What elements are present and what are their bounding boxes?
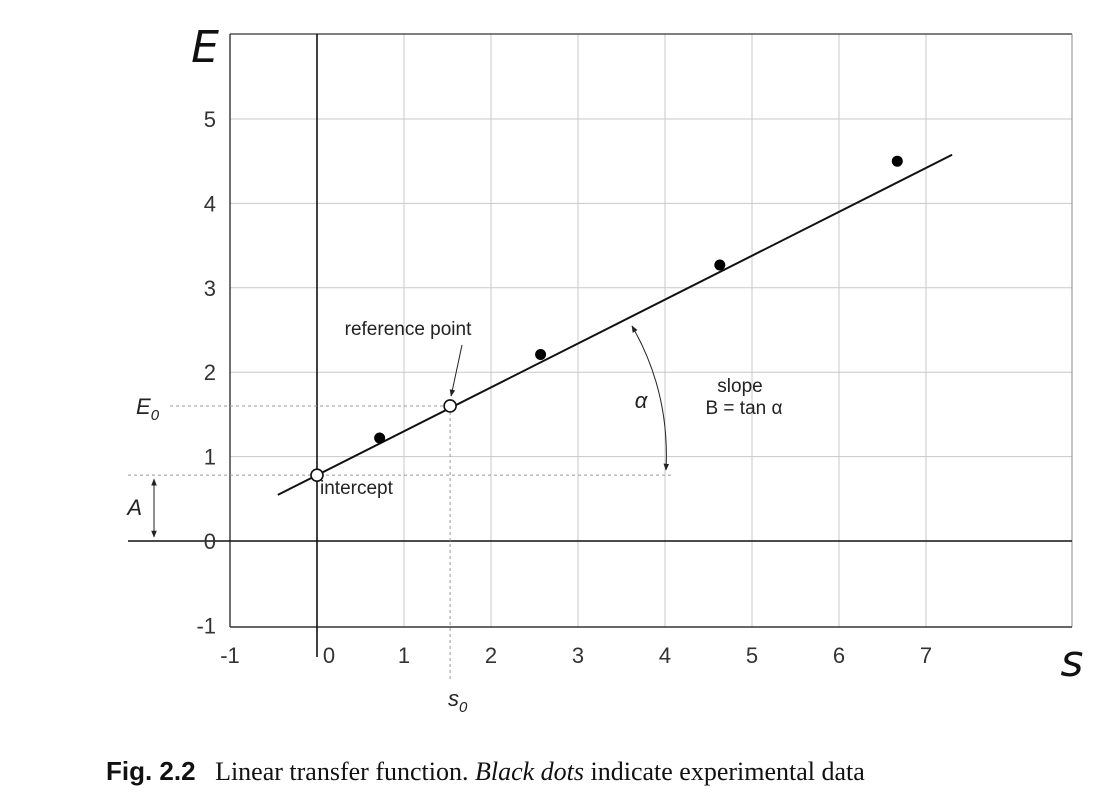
experimental-point — [374, 432, 386, 444]
e0-main: E — [136, 394, 151, 419]
s0-main: s — [448, 686, 459, 711]
y-tick-label: 0 — [204, 529, 216, 554]
x-tick-label: 2 — [485, 643, 497, 668]
x-axis-title: s — [1061, 636, 1084, 687]
x-tick-label: 1 — [398, 643, 410, 668]
caption-label: Fig. 2.2 — [106, 756, 196, 786]
experimental-point — [714, 259, 726, 271]
experimental-point — [891, 155, 903, 167]
s0-sub: 0 — [459, 699, 468, 716]
transfer-function-line — [277, 153, 953, 496]
x-tick-label: 5 — [746, 643, 758, 668]
y-tick-label: 5 — [204, 107, 216, 132]
reference-point-arrow — [449, 344, 463, 397]
intercept-label: intercept — [320, 478, 394, 499]
experimental-point — [535, 348, 547, 360]
slope-formula-label: B = tan α — [705, 398, 782, 419]
figure-caption: Fig. 2.2 Linear transfer function. Black… — [106, 756, 865, 787]
y-tick-label: 1 — [204, 445, 216, 470]
x-tick-label: 7 — [920, 643, 932, 668]
chart: -1 0 1 2 3 4 5 -1 0 1 2 3 4 5 6 7 Es reference point inter… — [125, 22, 1084, 716]
reference-point-marker — [443, 399, 457, 413]
a-label: A — [125, 495, 142, 520]
y-tick-label: 2 — [204, 360, 216, 385]
x-tick-label: -1 — [220, 643, 240, 668]
caption-text-1: Linear transfer function. — [215, 757, 469, 786]
y-tick-label: 3 — [204, 276, 216, 301]
alpha-arc — [631, 325, 670, 471]
e0-label: E0 — [136, 394, 160, 424]
x-tick-label: 3 — [572, 643, 584, 668]
slope-label: slope — [717, 376, 762, 397]
y-tick-label: -1 — [196, 613, 216, 638]
x-tick-label: 4 — [659, 643, 671, 668]
y-tick-label: 4 — [204, 191, 216, 216]
y-axis-title: E — [191, 22, 219, 73]
intercept-point-marker — [310, 468, 324, 482]
s0-label: s0 — [448, 686, 468, 716]
caption-italic: Black dots — [474, 757, 584, 786]
x-tick-label: 0 — [323, 643, 335, 668]
x-tick-label: 6 — [833, 643, 845, 668]
reference-point-label: reference point — [345, 319, 472, 340]
alpha-label: α — [635, 388, 649, 413]
caption-text-2: indicate experimental data — [590, 757, 865, 786]
e0-sub: 0 — [151, 407, 160, 424]
